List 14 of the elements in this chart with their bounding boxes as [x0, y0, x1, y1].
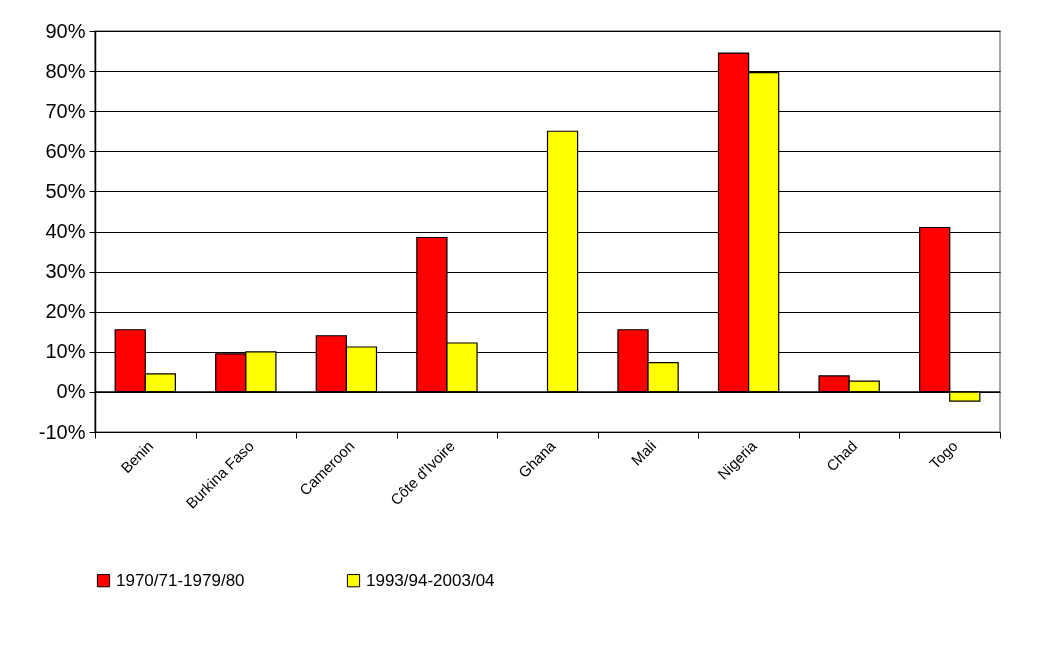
- y-tick-label: 90%: [45, 19, 86, 42]
- y-tick-label: 0%: [56, 380, 86, 403]
- legend-label: 1993/94-2003/04: [366, 570, 495, 590]
- y-tick-label: 60%: [45, 139, 86, 162]
- y-tick-label: 80%: [45, 59, 86, 82]
- y-tick-label: 20%: [45, 300, 86, 323]
- legend-label: 1970/71-1979/80: [116, 570, 245, 590]
- y-tick-label: 70%: [45, 99, 86, 122]
- y-tick-label: 50%: [45, 179, 86, 202]
- x-tick-label: Togo: [925, 437, 961, 473]
- y-tick-label: 40%: [45, 220, 86, 242]
- y-tick-label: -10%: [38, 420, 86, 443]
- y-tick-label: 30%: [45, 260, 86, 283]
- y-tick-label: 10%: [45, 340, 86, 363]
